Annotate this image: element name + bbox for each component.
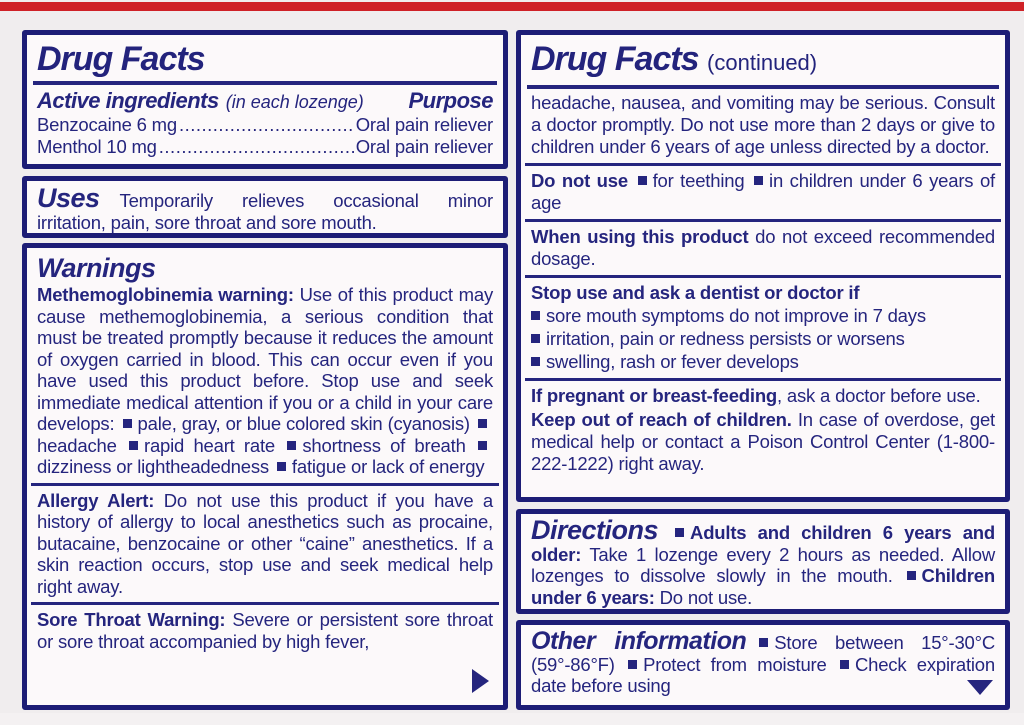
drug-facts-continued-box: Drug Facts (continued) headache, nausea,… bbox=[516, 30, 1010, 502]
allergy-alert-label: Allergy Alert: bbox=[37, 489, 155, 511]
other-info-item: Protect from moisture bbox=[643, 653, 827, 675]
square-bullet-icon bbox=[531, 357, 540, 366]
symptom-item: pale, gray, or blue colored skin (cyanos… bbox=[137, 413, 471, 434]
square-bullet-icon bbox=[129, 440, 138, 450]
stop-use-item: swelling, rash or fever develops bbox=[531, 350, 995, 373]
square-bullet-icon bbox=[759, 638, 769, 647]
pregnant-label: If pregnant or breast-feeding bbox=[531, 385, 778, 406]
section-divider bbox=[525, 219, 1001, 222]
section-divider bbox=[525, 163, 1001, 166]
pregnant-section: If pregnant or breast-feeding, ask a doc… bbox=[531, 385, 995, 407]
methemoglobinemia-text: Use of this product may cause methemoglo… bbox=[37, 284, 493, 434]
other-info-item: Check expiration date before using bbox=[531, 653, 995, 697]
other-info-item: Store between 15°-30°C (59°-86°F) bbox=[531, 632, 995, 675]
symptom-item: rapid heart rate bbox=[144, 434, 276, 456]
active-ingredients-header-row: Active ingredients (in each lozenge) Pur… bbox=[37, 88, 493, 114]
active-ingredients-heading: Active ingredients bbox=[37, 88, 219, 113]
package-bottom-edge bbox=[0, 713, 1024, 725]
title-divider bbox=[527, 85, 999, 89]
square-bullet-icon bbox=[754, 176, 764, 185]
directions-adults-text: Take 1 lozenge every 2 hours as needed. … bbox=[531, 543, 995, 587]
keep-out-section: Keep out of reach of children. In case o… bbox=[531, 409, 995, 475]
methemoglobinemia-label: Methemoglobinemia warning: bbox=[37, 284, 294, 305]
square-bullet-icon bbox=[531, 311, 540, 320]
square-bullet-icon bbox=[276, 462, 286, 471]
directions-adults-label: Adults and children 6 years and older: bbox=[531, 522, 995, 565]
sore-throat-continued-text: headache, nausea, and vomiting may be se… bbox=[531, 92, 995, 157]
square-bullet-icon bbox=[122, 419, 132, 428]
do-not-use-item: in children under 6 years of age bbox=[531, 170, 995, 213]
symptom-item: headache bbox=[37, 434, 117, 456]
do-not-use-label: Do not use bbox=[531, 170, 628, 191]
other-information-box: Other information Store between 15°-30°C … bbox=[516, 620, 1010, 710]
allergy-alert: Allergy Alert: Do not use this product i… bbox=[37, 490, 493, 598]
directions-box: Directions Adults and children 6 years an… bbox=[516, 509, 1010, 614]
continued-arrow-icon bbox=[472, 669, 489, 693]
section-divider bbox=[31, 482, 499, 486]
symptom-item: fatigue or lack of energy bbox=[291, 456, 485, 477]
when-using-section: When using this product do not exceed re… bbox=[531, 226, 995, 270]
stop-use-label: Stop use and ask a dentist or doctor if bbox=[531, 282, 860, 303]
square-bullet-icon bbox=[628, 659, 638, 669]
square-bullet-icon bbox=[478, 440, 487, 450]
section-divider bbox=[525, 378, 1001, 381]
stop-use-item: irritation, pain or redness persists or … bbox=[531, 327, 995, 350]
uses-text: Temporarily relieves occasional minor ir… bbox=[37, 190, 493, 233]
ingredient-row-benzocaine: Benzocaine 6 mg Oral pain reliever bbox=[37, 114, 493, 136]
title-text: Drug Facts bbox=[531, 40, 700, 78]
symptom-item: shortness of breath bbox=[302, 434, 466, 456]
do-not-use-item: for teething bbox=[652, 170, 745, 191]
allergy-alert-text: Do not use this product if you have a hi… bbox=[37, 489, 493, 597]
dot-leader bbox=[179, 114, 354, 136]
section-divider bbox=[31, 602, 499, 605]
square-bullet-icon bbox=[675, 528, 685, 537]
square-bullet-icon bbox=[531, 334, 540, 343]
sore-throat-text: Severe or persistent sore throat or sore… bbox=[37, 609, 493, 652]
uses-heading: Uses bbox=[37, 183, 100, 213]
other-information-paragraph: Other information Store between 15°-30°C … bbox=[531, 629, 995, 697]
uses-paragraph: Uses Temporarily relieves occasional mino… bbox=[37, 185, 493, 234]
package-top-stripe bbox=[0, 2, 1024, 11]
drug-facts-continued-title: Drug Facts (continued) bbox=[531, 39, 995, 83]
title-divider bbox=[33, 81, 497, 85]
warnings-box: Warnings Methemoglobinemia warning: Use … bbox=[22, 243, 508, 710]
sore-throat-label: Sore Throat Warning: bbox=[37, 609, 226, 630]
sore-throat-warning: Sore Throat Warning: Severe or persisten… bbox=[37, 609, 493, 652]
pregnant-text: , ask a doctor before use. bbox=[777, 385, 981, 406]
other-information-heading: Other information bbox=[531, 627, 747, 655]
ingredient-purpose: Oral pain reliever bbox=[355, 114, 493, 135]
uses-box: Uses Temporarily relieves occasional mino… bbox=[22, 176, 508, 238]
directions-paragraph: Directions Adults and children 6 years an… bbox=[531, 517, 995, 608]
ingredient-name: Benzocaine 6 mg bbox=[37, 114, 177, 135]
warnings-heading: Warnings bbox=[37, 253, 156, 283]
directions-heading: Directions bbox=[531, 515, 659, 545]
square-bullet-icon bbox=[477, 419, 487, 428]
keep-out-label: Keep out of reach of children. bbox=[531, 409, 792, 430]
more-info-arrow-icon bbox=[967, 680, 993, 695]
do-not-use-section: Do not use for teething in children unde… bbox=[531, 170, 995, 214]
square-bullet-icon bbox=[287, 440, 297, 450]
square-bullet-icon bbox=[839, 659, 849, 669]
active-ingredients-box: Drug Facts Active ingredients (in each l… bbox=[22, 30, 508, 169]
section-divider bbox=[525, 275, 1001, 278]
square-bullet-icon bbox=[906, 571, 916, 580]
directions-children-label: Children under 6 years: bbox=[531, 565, 995, 608]
per-lozenge-note: (in each lozenge) bbox=[225, 92, 364, 112]
when-using-label: When using this product bbox=[531, 226, 749, 247]
when-using-text: do not exceed recommended dosage. bbox=[531, 226, 995, 269]
continued-note: (continued) bbox=[707, 50, 818, 75]
stop-use-section: Stop use and ask a dentist or doctor if … bbox=[531, 282, 995, 373]
ingredient-row-menthol: Menthol 10 mg Oral pain reliever bbox=[37, 136, 493, 158]
methemoglobinemia-warning: Methemoglobinemia warning: Use of this p… bbox=[37, 284, 493, 478]
square-bullet-icon bbox=[637, 176, 647, 185]
keep-out-text: In case of overdose, get medical help or… bbox=[531, 409, 995, 474]
symptom-item: dizziness or lightheadedness bbox=[37, 456, 269, 477]
ingredient-purpose: Oral pain reliever bbox=[355, 136, 493, 157]
directions-children-text: Do not use. bbox=[659, 586, 753, 608]
ingredient-name: Menthol 10 mg bbox=[37, 136, 157, 157]
stop-use-item: sore mouth symptoms do not improve in 7 … bbox=[531, 304, 995, 327]
dot-leader bbox=[159, 136, 354, 158]
purpose-heading: Purpose bbox=[408, 88, 493, 113]
drug-facts-title: Drug Facts bbox=[37, 40, 206, 78]
